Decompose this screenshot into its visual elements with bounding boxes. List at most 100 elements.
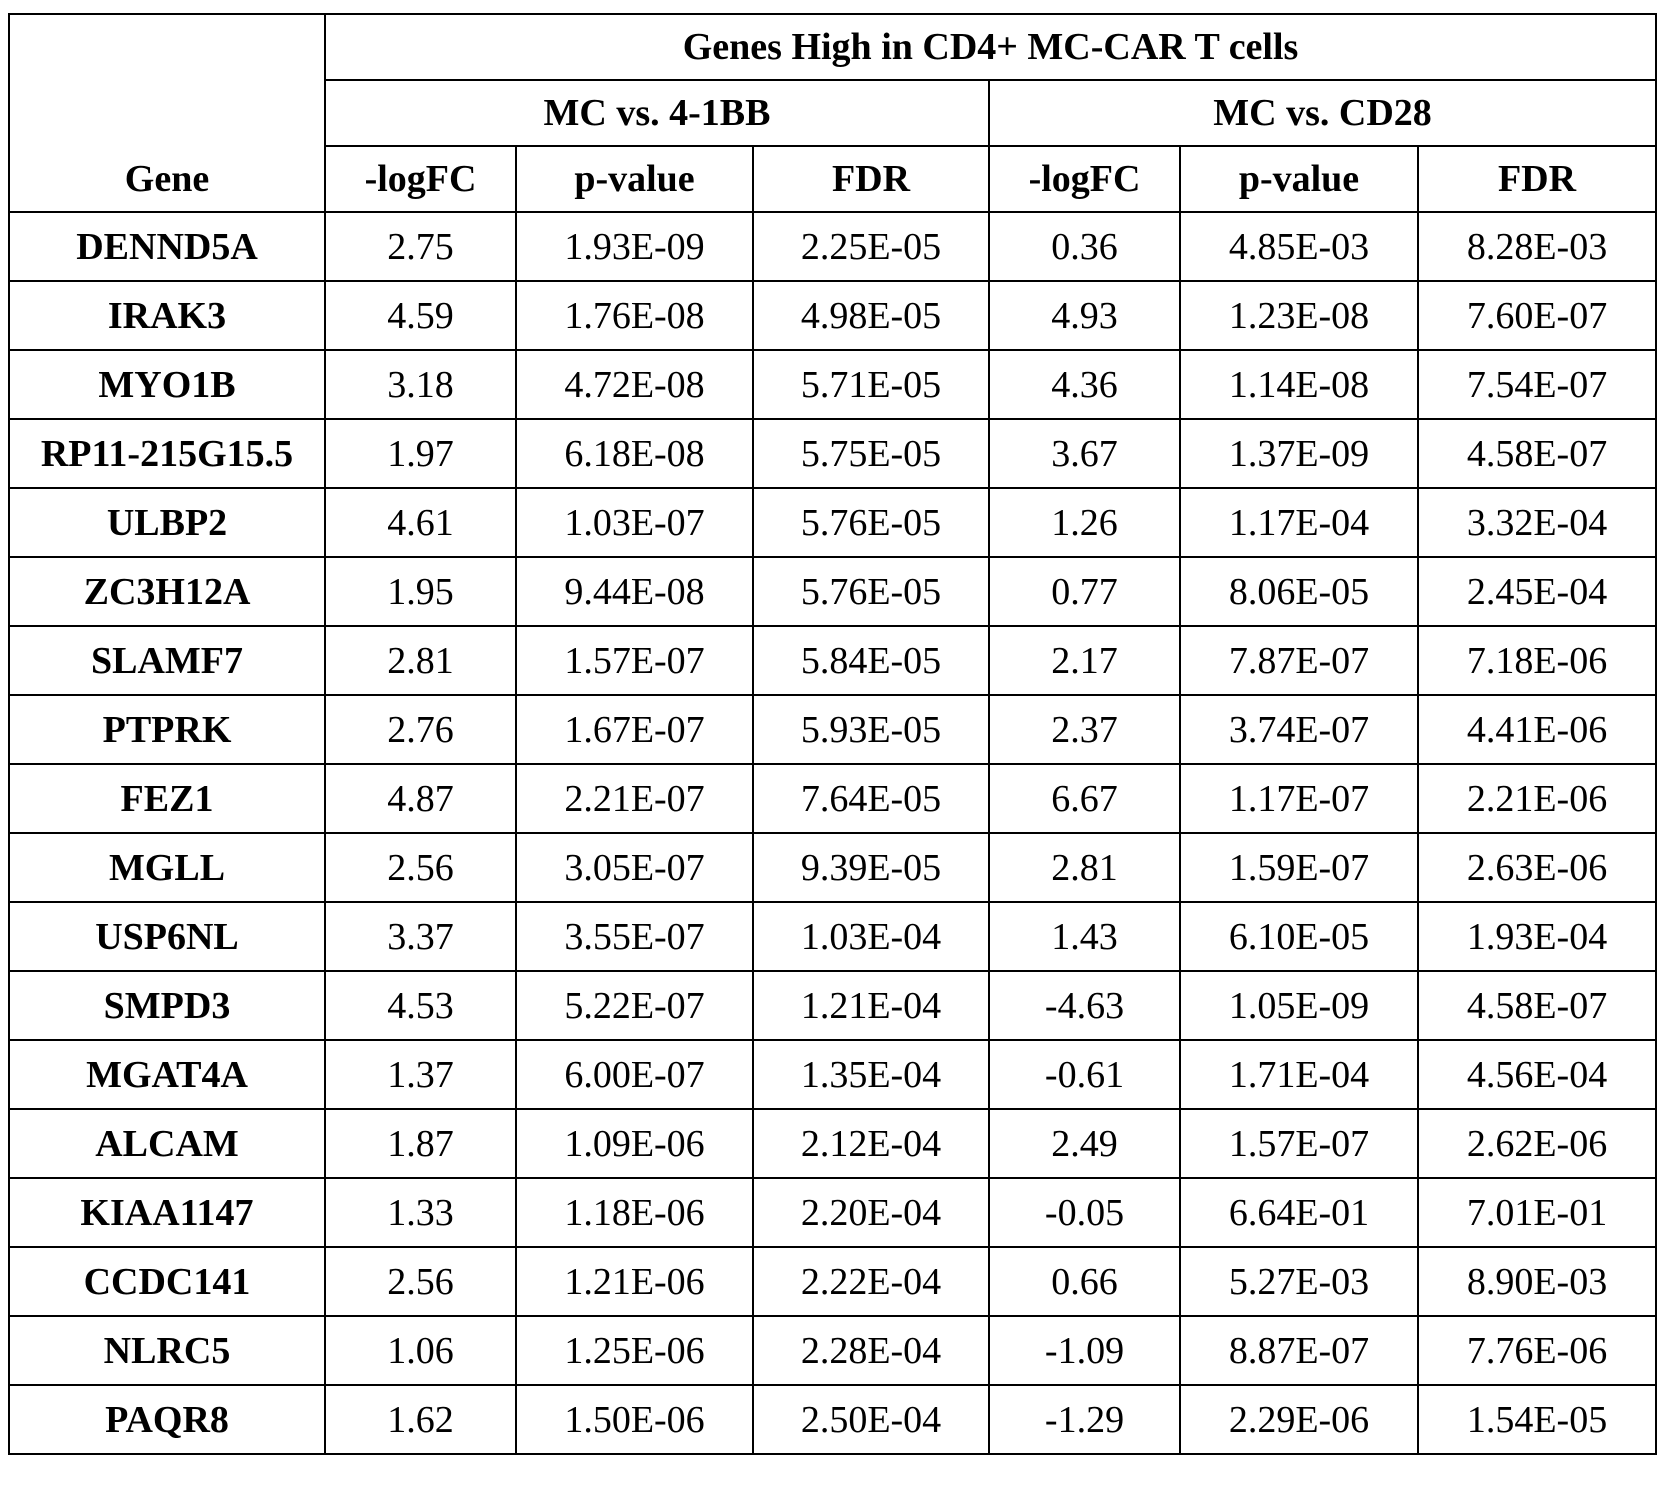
cell-value: 7.64E-05 (753, 764, 989, 833)
table-row: CCDC1412.561.21E-062.22E-040.665.27E-038… (9, 1247, 1656, 1316)
cell-value: 7.01E-01 (1418, 1178, 1656, 1247)
cell-value: 1.71E-04 (1180, 1040, 1418, 1109)
column-header: FDR (753, 146, 989, 212)
cell-value: 5.76E-05 (753, 557, 989, 626)
cell-value: 1.18E-06 (516, 1178, 753, 1247)
cell-value: 2.50E-04 (753, 1385, 989, 1454)
cell-value: 3.37 (325, 902, 516, 971)
cell-value: 1.05E-09 (1180, 971, 1418, 1040)
cell-value: 2.81 (989, 833, 1180, 902)
cell-value: -0.05 (989, 1178, 1180, 1247)
cell-value: 1.54E-05 (1418, 1385, 1656, 1454)
table-row: DENND5A2.751.93E-092.25E-050.364.85E-038… (9, 212, 1656, 281)
cell-value: 2.56 (325, 1247, 516, 1316)
gene-name: IRAK3 (9, 281, 325, 350)
table-row: RP11-215G15.51.976.18E-085.75E-053.671.3… (9, 419, 1656, 488)
cell-value: 1.57E-07 (1180, 1109, 1418, 1178)
cell-value: 6.18E-08 (516, 419, 753, 488)
cell-value: -4.63 (989, 971, 1180, 1040)
gene-name: PAQR8 (9, 1385, 325, 1454)
table-row: PTPRK2.761.67E-075.93E-052.373.74E-074.4… (9, 695, 1656, 764)
cell-value: 8.06E-05 (1180, 557, 1418, 626)
gene-name: SLAMF7 (9, 626, 325, 695)
cell-value: 5.93E-05 (753, 695, 989, 764)
cell-value: 4.93 (989, 281, 1180, 350)
cell-value: 2.81 (325, 626, 516, 695)
cell-value: 4.53 (325, 971, 516, 1040)
cell-value: 7.76E-06 (1418, 1316, 1656, 1385)
cell-value: 6.00E-07 (516, 1040, 753, 1109)
cell-value: 1.09E-06 (516, 1109, 753, 1178)
cell-value: 1.43 (989, 902, 1180, 971)
cell-value: 1.97 (325, 419, 516, 488)
cell-value: 1.03E-07 (516, 488, 753, 557)
table-row: PAQR81.621.50E-062.50E-04-1.292.29E-061.… (9, 1385, 1656, 1454)
cell-value: 1.26 (989, 488, 1180, 557)
cell-value: 1.17E-04 (1180, 488, 1418, 557)
cell-value: 3.05E-07 (516, 833, 753, 902)
cell-value: 3.18 (325, 350, 516, 419)
cell-value: 9.39E-05 (753, 833, 989, 902)
cell-value: 2.21E-06 (1418, 764, 1656, 833)
cell-value: 1.21E-04 (753, 971, 989, 1040)
gene-name: KIAA1147 (9, 1178, 325, 1247)
table-row: KIAA11471.331.18E-062.20E-04-0.056.64E-0… (9, 1178, 1656, 1247)
group-header: MC vs. 4-1BB (325, 80, 989, 146)
table-row: SLAMF72.811.57E-075.84E-052.177.87E-077.… (9, 626, 1656, 695)
table-row: SMPD34.535.22E-071.21E-04-4.631.05E-094.… (9, 971, 1656, 1040)
cell-value: 8.87E-07 (1180, 1316, 1418, 1385)
cell-value: 4.72E-08 (516, 350, 753, 419)
cell-value: 2.12E-04 (753, 1109, 989, 1178)
cell-value: 4.98E-05 (753, 281, 989, 350)
table-row: USP6NL3.373.55E-071.03E-041.436.10E-051.… (9, 902, 1656, 971)
cell-value: 2.49 (989, 1109, 1180, 1178)
gene-name: FEZ1 (9, 764, 325, 833)
cell-value: 2.25E-05 (753, 212, 989, 281)
cell-value: 7.87E-07 (1180, 626, 1418, 695)
cell-value: 1.33 (325, 1178, 516, 1247)
cell-value: 8.28E-03 (1418, 212, 1656, 281)
table-row: MGLL2.563.05E-079.39E-052.811.59E-072.63… (9, 833, 1656, 902)
group-header: MC vs. CD28 (989, 80, 1656, 146)
gene-table: Genes High in CD4+ MC-CAR T cells MC vs.… (8, 13, 1657, 1455)
table-row: ULBP24.611.03E-075.76E-051.261.17E-043.3… (9, 488, 1656, 557)
column-header: Gene (9, 146, 325, 212)
cell-value: 1.25E-06 (516, 1316, 753, 1385)
cell-value: 1.37E-09 (1180, 419, 1418, 488)
cell-value: 6.64E-01 (1180, 1178, 1418, 1247)
table-row: MYO1B3.184.72E-085.71E-054.361.14E-087.5… (9, 350, 1656, 419)
cell-value: 3.74E-07 (1180, 695, 1418, 764)
cell-value: 2.37 (989, 695, 1180, 764)
gene-name: PTPRK (9, 695, 325, 764)
cell-value: -1.09 (989, 1316, 1180, 1385)
cell-value: 2.28E-04 (753, 1316, 989, 1385)
gene-name: MYO1B (9, 350, 325, 419)
cell-value: 5.75E-05 (753, 419, 989, 488)
cell-value: 1.23E-08 (1180, 281, 1418, 350)
cell-value: 9.44E-08 (516, 557, 753, 626)
cell-value: 6.10E-05 (1180, 902, 1418, 971)
gene-name: MGAT4A (9, 1040, 325, 1109)
cell-value: 4.59 (325, 281, 516, 350)
cell-value: 1.14E-08 (1180, 350, 1418, 419)
cell-value: 4.87 (325, 764, 516, 833)
cell-value: 2.56 (325, 833, 516, 902)
cell-value: 1.21E-06 (516, 1247, 753, 1316)
cell-value: 1.76E-08 (516, 281, 753, 350)
cell-value: 0.66 (989, 1247, 1180, 1316)
cell-value: 2.29E-06 (1180, 1385, 1418, 1454)
cell-value: 1.06 (325, 1316, 516, 1385)
gene-name: DENND5A (9, 212, 325, 281)
cell-value: 2.62E-06 (1418, 1109, 1656, 1178)
cell-value: 1.50E-06 (516, 1385, 753, 1454)
cell-value: 2.22E-04 (753, 1247, 989, 1316)
cell-value: -1.29 (989, 1385, 1180, 1454)
table-body: DENND5A2.751.93E-092.25E-050.364.85E-038… (9, 212, 1656, 1454)
cell-value: 4.36 (989, 350, 1180, 419)
cell-value: 1.35E-04 (753, 1040, 989, 1109)
cell-value: 1.95 (325, 557, 516, 626)
cell-value: 4.58E-07 (1418, 971, 1656, 1040)
cell-value: 1.03E-04 (753, 902, 989, 971)
gene-name: USP6NL (9, 902, 325, 971)
cell-value: 1.87 (325, 1109, 516, 1178)
